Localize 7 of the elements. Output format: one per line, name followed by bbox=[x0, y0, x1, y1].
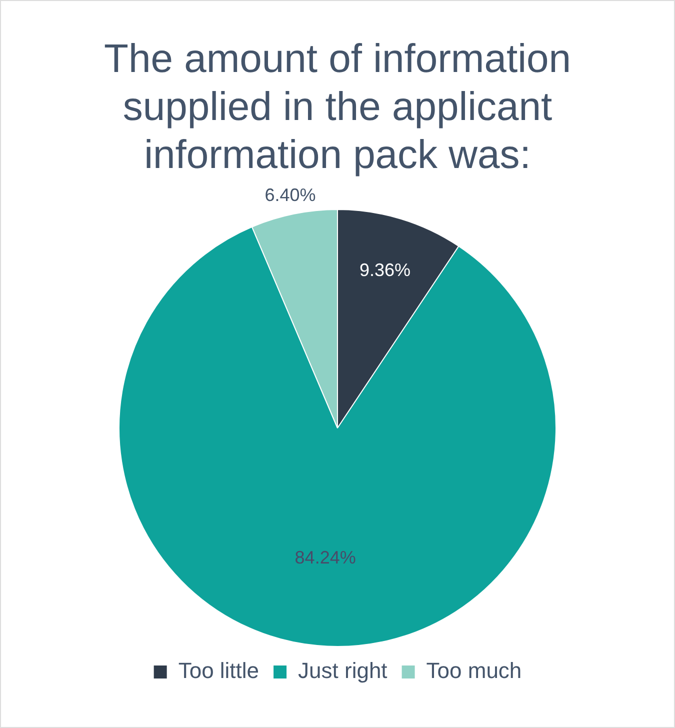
chart-title: The amount of information supplied in the applicant information pack was: bbox=[103, 36, 572, 179]
data-label: 9.36% bbox=[359, 260, 411, 280]
data-label: 84.24% bbox=[294, 548, 356, 568]
legend-label: Too little bbox=[178, 658, 260, 684]
legend-label: Just right bbox=[298, 658, 388, 684]
data-label: 6.40% bbox=[264, 185, 316, 206]
legend-label: Too much bbox=[426, 658, 522, 684]
